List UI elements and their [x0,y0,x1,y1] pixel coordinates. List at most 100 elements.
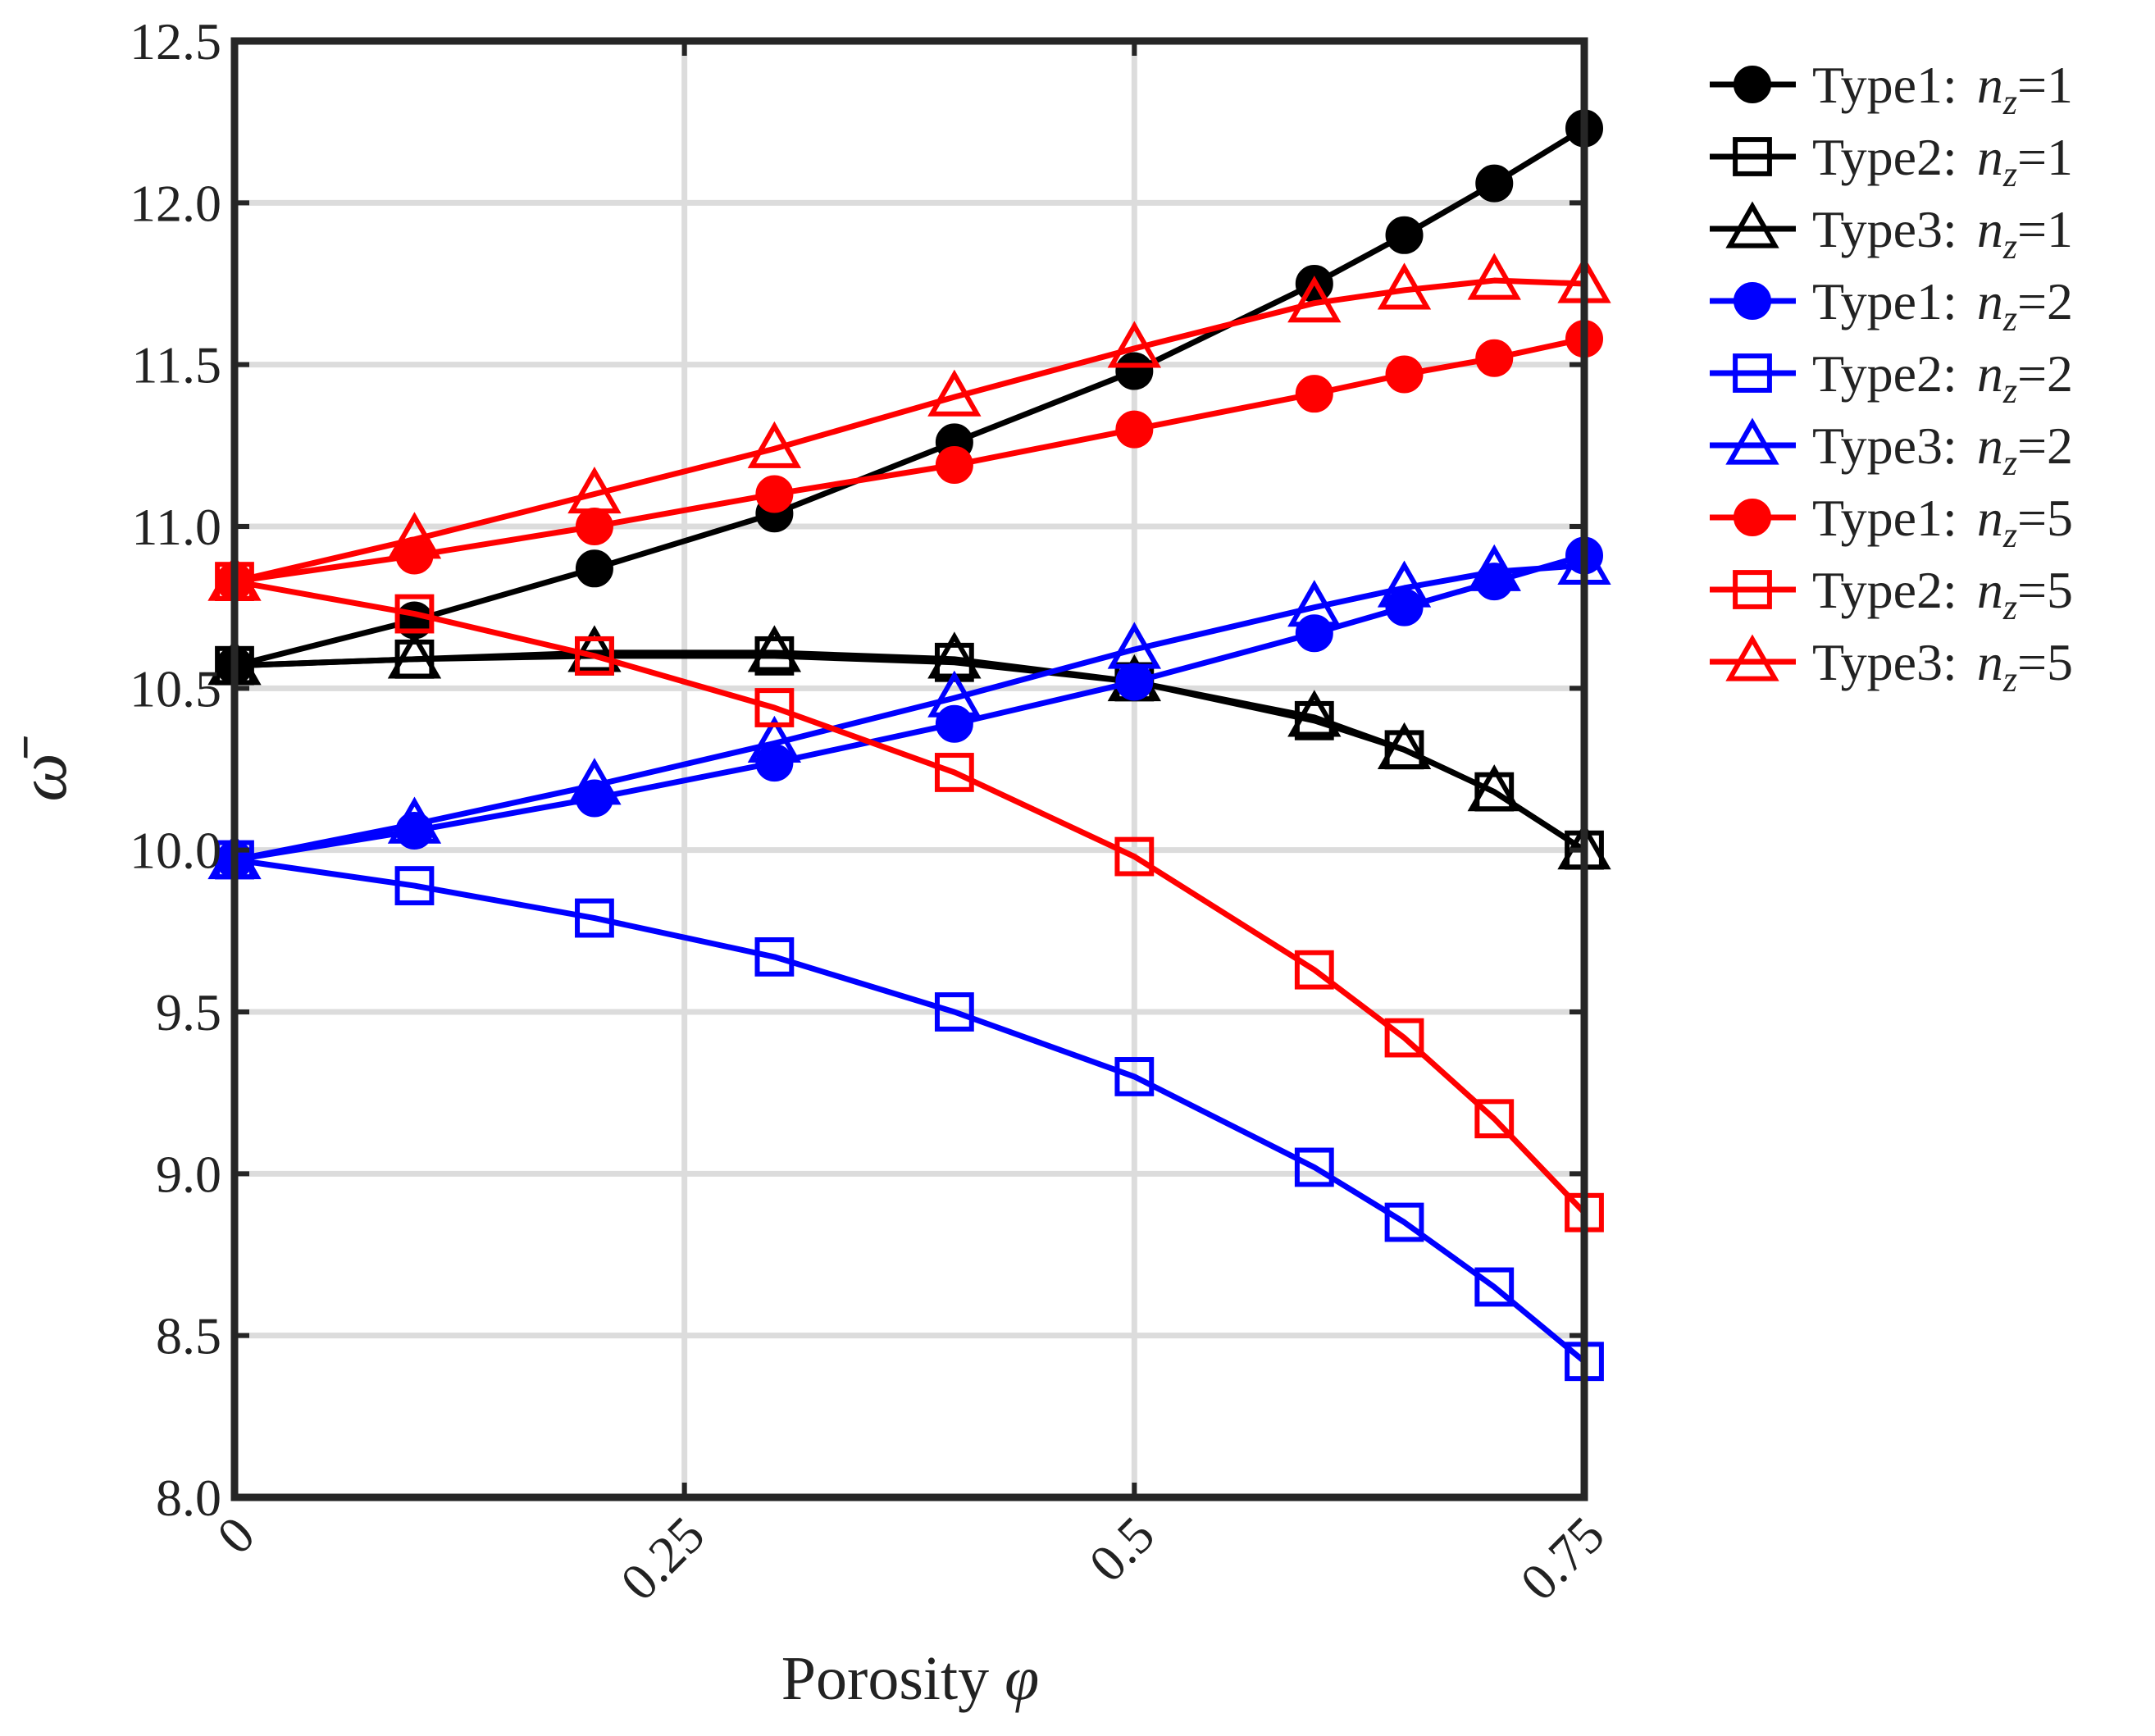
data-point [1115,663,1154,701]
legend-label: Type3: nz=1 [1812,200,2073,267]
data-point [935,446,973,485]
data-point [1294,950,1334,990]
series-type3-n-z-1 [207,625,1611,870]
data-point [755,744,794,782]
series-line [234,125,1586,669]
legend-entry: Type1: nz=1 [1710,56,2073,122]
legend-label-type: Type2: [1812,344,1970,403]
data-point [1295,375,1333,413]
series-line [234,578,1587,1215]
legend-label-sub: z [2002,587,2017,627]
legend-label-sub: z [2002,515,2017,555]
legend-entry: Type3: nz=2 [1710,417,2073,483]
x-axis-label: Porosity φ [781,1644,1039,1713]
legend-entry: Type2: nz=1 [1710,128,2073,194]
legend-marker [1733,570,1772,609]
y-tick-label: 9.0 [156,1145,221,1203]
data-point [1294,1147,1334,1187]
data-point [1384,1018,1424,1058]
data-point [934,992,974,1032]
legend-label-type: Type3: [1812,200,1970,258]
x-tick-label: 0.75 [1509,1506,1615,1611]
legend-label-type: Type1: [1812,272,1970,330]
tick-marks [232,39,1587,1500]
x-tick-label: 0 [206,1506,266,1565]
legend-label-type: Type3: [1812,417,1970,475]
data-point [1115,410,1154,449]
data-point [1385,355,1424,394]
series-layer [207,109,1611,1382]
x-tick-label: 0.5 [1078,1506,1165,1593]
legend-label: Type3: nz=2 [1812,417,2073,483]
legend-label: Type1: nz=2 [1812,272,2073,339]
plot-frame [230,37,1588,1501]
legend-label-type: Type1: [1812,56,1970,114]
data-point [1474,1267,1515,1307]
legend-label: Type1: nz=1 [1812,56,2073,122]
legend-label-sub: z [2002,659,2017,699]
data-point [1467,764,1521,812]
legend-label-type: Type3: [1812,633,1970,691]
y-tick-label: 11.0 [131,498,221,556]
legend-entry: Type3: nz=1 [1710,200,2073,267]
data-point [1115,352,1154,390]
legend-marker [1725,417,1779,465]
legend-label-type: Type2: [1812,561,1970,619]
data-point [1107,321,1162,368]
data-point [1475,339,1514,377]
legend-label-n: n [1977,489,2003,547]
data-point [747,421,802,468]
legend-label: Type3: nz=5 [1812,633,2073,699]
data-point [1385,216,1424,254]
legend-marker [1734,66,1771,103]
legend-label: Type2: nz=2 [1812,344,2073,411]
data-point [1287,276,1342,323]
legend-entry: Type3: nz=5 [1710,633,2073,699]
legend-label-eq: =2 [2017,417,2073,475]
data-point [747,625,802,672]
data-point [1287,580,1342,627]
legend-label-n: n [1977,417,2003,475]
data-point [567,758,622,805]
data-point [1385,588,1424,627]
legend-label-eq: =1 [2017,56,2073,114]
x-axis-label-symbol: φ [1005,1644,1039,1713]
legend-marker [1734,282,1771,320]
legend-label-eq: =2 [2017,344,2073,403]
legend-label-n: n [1977,200,2003,258]
legend-label: Type2: nz=1 [1812,128,2073,194]
legend-marker [1725,634,1779,681]
legend-marker [1734,499,1771,536]
y-axis-label: ω̄ [5,736,81,801]
legend-label-n: n [1977,128,2003,186]
y-tick-label: 10.0 [130,822,221,880]
data-point [1467,544,1521,591]
y-tick-label: 8.5 [156,1307,221,1365]
data-point [1377,722,1432,769]
data-point [394,594,435,634]
legend-label-n: n [1977,344,2003,403]
legend-entry: Type1: nz=5 [1710,489,2073,555]
legend-label-eq: =5 [2017,489,2073,547]
legend-label-n: n [1977,272,2003,330]
legend-entry: Type2: nz=2 [1710,344,2073,411]
legend-label-eq: =5 [2017,561,2073,619]
x-tick-label: 0.25 [609,1506,715,1611]
grid-lines [235,41,1584,1497]
data-point [1114,836,1155,877]
legend-label: Type1: nz=5 [1812,489,2073,555]
data-point [387,631,442,679]
legend-label-type: Type2: [1812,128,1970,186]
data-point [1287,690,1342,737]
data-point [387,512,442,559]
data-point [575,898,614,938]
data-point [927,369,982,417]
x-tick-labels: 0 0.25 0.5 0.75 [206,1506,1615,1611]
data-point [754,688,795,727]
y-tick-label: 10.5 [130,659,221,718]
data-point [1475,164,1514,203]
legend-marker [1733,353,1772,393]
y-tick-labels: 8.0 8.5 9.0 9.5 10.0 10.5 11.0 11.5 12.0 12.5 [130,12,221,1527]
